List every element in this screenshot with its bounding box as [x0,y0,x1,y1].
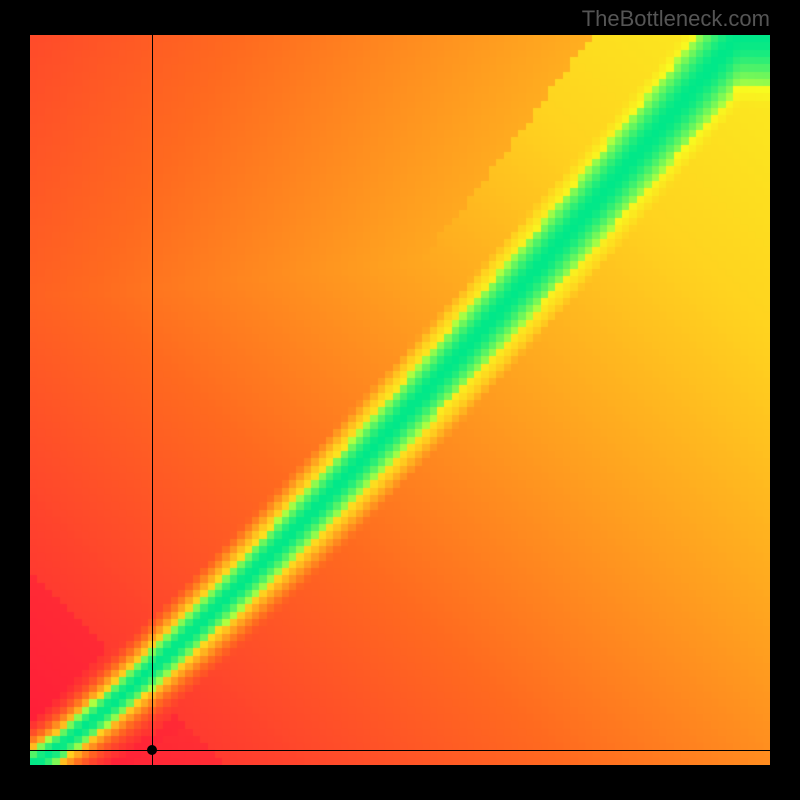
heatmap-canvas [30,35,770,765]
crosshair-horizontal [30,750,770,751]
plot-outer-frame [0,0,800,800]
crosshair-marker [147,745,157,755]
plot-area [30,35,770,765]
watermark-text: TheBottleneck.com [582,6,770,32]
crosshair-vertical [152,35,153,765]
chart-container: TheBottleneck.com [0,0,800,800]
